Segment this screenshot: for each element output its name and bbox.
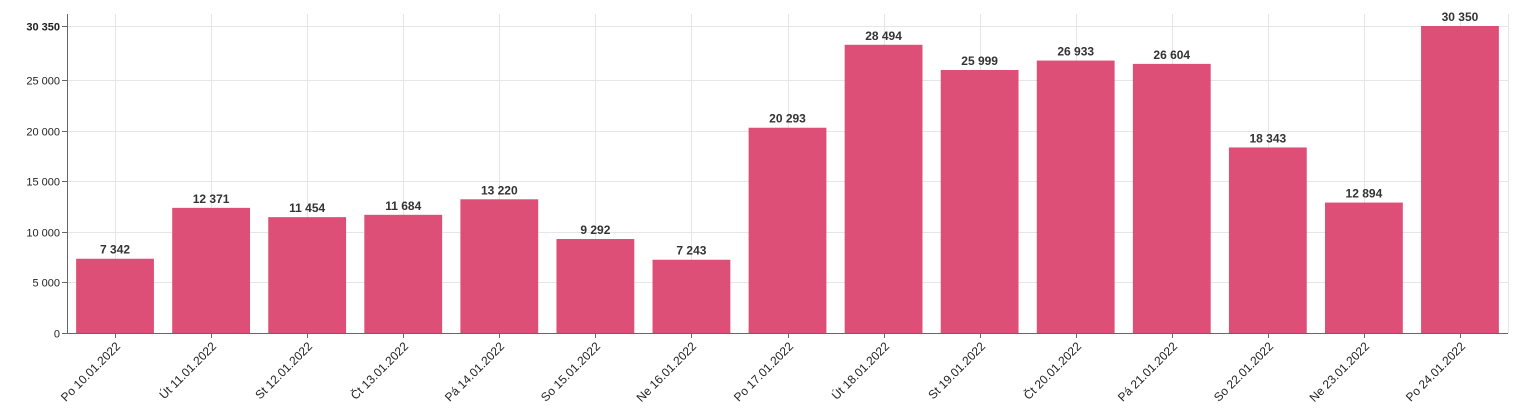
- bar-value-label: 7 342: [100, 243, 130, 257]
- bar-value-label: 20 293: [769, 112, 806, 126]
- y-tick-label: 15 000: [26, 177, 60, 189]
- x-tick-label: St 19.01.2022: [925, 339, 988, 402]
- bar[interactable]: [76, 258, 154, 333]
- bar-value-label: 25 999: [961, 54, 998, 68]
- bar[interactable]: [940, 70, 1019, 333]
- y-tick-label: 30 350: [26, 22, 60, 34]
- bar-value-label: 7 243: [676, 244, 706, 258]
- x-tick-label: Ne 23.01.2022: [1307, 339, 1373, 405]
- bar-value-label: 11 684: [385, 199, 421, 213]
- bar-value-label: 30 350: [1442, 10, 1479, 24]
- x-tick-label: So 22.01.2022: [1211, 339, 1276, 404]
- y-tick-label: 0: [54, 329, 60, 341]
- bar-value-label: 26 933: [1057, 45, 1094, 59]
- x-tick-label: Pá 21.01.2022: [1115, 339, 1180, 404]
- y-tick-label: 5 000: [32, 278, 60, 290]
- bar-value-label: 9 292: [580, 223, 610, 237]
- bar[interactable]: [364, 214, 443, 333]
- x-tick-label: Pá 14.01.2022: [442, 339, 507, 404]
- bar-value-label: 11 454: [289, 201, 325, 215]
- x-tick-label: Po 24.01.2022: [1403, 339, 1468, 404]
- bar-value-label: 18 343: [1249, 131, 1286, 145]
- bar[interactable]: [652, 259, 731, 333]
- bar-value-label: 12 894: [1346, 187, 1383, 201]
- bar[interactable]: [748, 127, 827, 333]
- bar-value-label: 26 604: [1153, 48, 1190, 62]
- bar[interactable]: [268, 217, 347, 333]
- bar[interactable]: [1036, 60, 1115, 333]
- y-tick-label: 20 000: [26, 127, 60, 139]
- bar[interactable]: [1132, 63, 1211, 333]
- x-tick-label: Út 18.01.2022: [828, 338, 892, 402]
- bar-value-label: 28 494: [865, 29, 902, 43]
- y-tick-label: 25 000: [26, 76, 60, 88]
- bar[interactable]: [1421, 26, 1499, 333]
- bar-value-label: 13 220: [481, 183, 518, 197]
- bar[interactable]: [1324, 202, 1403, 333]
- bar[interactable]: [1228, 147, 1307, 333]
- bar[interactable]: [844, 44, 923, 333]
- bar[interactable]: [460, 199, 539, 333]
- x-tick-label: Po 17.01.2022: [731, 339, 796, 404]
- x-tick-label: Čt 13.01.2022: [347, 338, 411, 402]
- bars-layer: [76, 26, 1499, 333]
- x-tick-label: Ne 16.01.2022: [634, 339, 700, 405]
- bar[interactable]: [556, 239, 635, 333]
- x-tick-label: St 12.01.2022: [252, 339, 315, 402]
- axis-layer: [62, 14, 1508, 338]
- x-tick-label: Čt 20.01.2022: [1020, 338, 1084, 402]
- y-tick-label: 10 000: [26, 228, 60, 240]
- x-tick-label: Út 11.01.2022: [156, 338, 220, 402]
- bar-value-label: 12 371: [193, 192, 230, 206]
- bar[interactable]: [172, 207, 251, 333]
- x-tick-label: So 15.01.2022: [538, 339, 603, 404]
- x-tick-label: Po 10.01.2022: [58, 339, 123, 404]
